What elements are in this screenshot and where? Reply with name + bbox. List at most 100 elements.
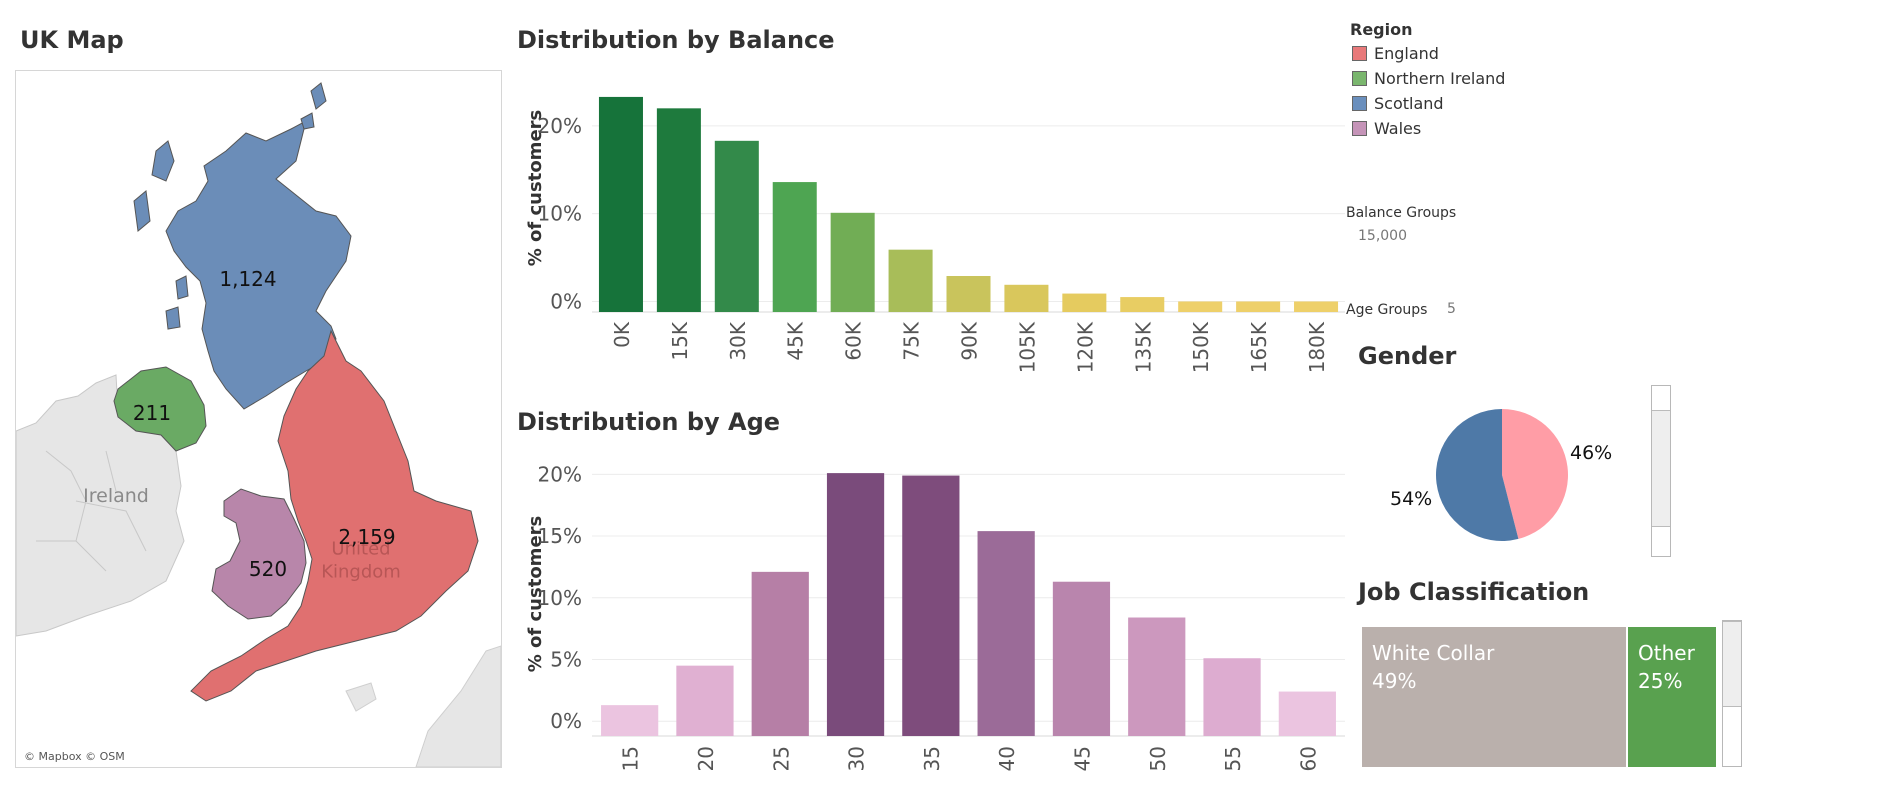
x-tick-label: 50 xyxy=(1146,746,1170,771)
legend-swatch xyxy=(1352,71,1367,86)
legend-item-england[interactable]: England xyxy=(1352,44,1439,63)
bar-15 xyxy=(601,705,659,736)
tile-white-collar[interactable]: White Collar 49% xyxy=(1362,627,1626,767)
x-tick-label: 40 xyxy=(995,746,1019,771)
pie-label-female: 46% xyxy=(1570,442,1613,464)
bar-120K xyxy=(1062,293,1107,312)
bar-180K xyxy=(1294,301,1339,312)
uk-map[interactable]: Ireland United Kingdom 1,124 211 2,159 5… xyxy=(15,70,502,768)
gender-scrollbar[interactable] xyxy=(1651,385,1671,557)
tile-white-collar-name: White Collar xyxy=(1372,641,1495,665)
pie-slice-1 xyxy=(1436,409,1519,541)
scotland-value: 1,124 xyxy=(219,267,277,291)
y-tick-label: 10% xyxy=(538,202,582,226)
x-tick-label: 15K xyxy=(668,321,692,360)
y-tick-label: 20% xyxy=(538,114,582,138)
map-small-land xyxy=(345,682,377,712)
legend-swatch xyxy=(1352,96,1367,111)
bar-50 xyxy=(1128,617,1186,736)
x-tick-label: 30 xyxy=(845,746,869,771)
map-northern-ireland xyxy=(113,366,207,452)
map-attribution: © Mapbox © OSM xyxy=(24,750,125,763)
y-tick-label: 0% xyxy=(550,289,582,313)
balance-groups-input[interactable]: 15,000 xyxy=(1358,228,1407,244)
x-tick-label: 135K xyxy=(1131,321,1155,373)
northern-ireland-value: 211 xyxy=(132,401,172,425)
legend-item-scotland[interactable]: Scotland xyxy=(1352,94,1444,113)
bar-165K xyxy=(1236,301,1281,312)
gender-pie[interactable] xyxy=(1432,405,1572,545)
legend-label: Scotland xyxy=(1374,94,1444,113)
y-tick-label: 20% xyxy=(538,462,582,486)
job-title: Job Classification xyxy=(1358,578,1590,606)
job-scrollbar[interactable] xyxy=(1722,620,1742,767)
y-tick-label: 5% xyxy=(550,647,582,671)
ireland-label: Ireland xyxy=(83,485,149,507)
tile-other[interactable]: Other 25% xyxy=(1628,627,1716,767)
x-tick-label: 25 xyxy=(769,746,793,771)
map-scotland xyxy=(165,120,352,410)
x-tick-label: 60 xyxy=(1296,746,1320,771)
bar-105K xyxy=(1004,284,1049,312)
x-tick-label: 45K xyxy=(784,321,808,360)
england-value: 2,159 xyxy=(338,525,396,549)
x-tick-label: 15 xyxy=(619,746,643,771)
legend-item-northern-ireland[interactable]: Northern Ireland xyxy=(1352,69,1505,88)
x-tick-label: 60K xyxy=(842,321,866,360)
balance-groups-label: Balance Groups xyxy=(1346,205,1457,221)
map-wales xyxy=(211,488,307,620)
x-tick-label: 105K xyxy=(1015,321,1039,373)
x-tick-label: 165K xyxy=(1247,321,1271,373)
bar-0K xyxy=(598,96,643,312)
bar-45 xyxy=(1052,581,1111,736)
age-groups-label: Age Groups xyxy=(1346,302,1428,318)
gender-title: Gender xyxy=(1358,342,1457,370)
x-tick-label: 35 xyxy=(920,746,944,771)
bar-60K xyxy=(830,212,875,312)
bar-30K xyxy=(714,140,759,312)
bar-45K xyxy=(772,182,817,312)
balance-chart-title: Distribution by Balance xyxy=(517,26,835,54)
map-title: UK Map xyxy=(20,26,124,54)
uk-label: United Kingdom xyxy=(321,538,401,583)
bar-40 xyxy=(977,531,1035,736)
legend-item-wales[interactable]: Wales xyxy=(1352,119,1421,138)
x-tick-label: 0K xyxy=(610,321,634,348)
bar-90K xyxy=(946,276,991,312)
bar-60 xyxy=(1278,691,1336,736)
legend-label: Northern Ireland xyxy=(1374,69,1506,88)
balance-ylabel: % of customers xyxy=(525,110,546,267)
tile-other-name: Other xyxy=(1638,641,1695,665)
bar-135K xyxy=(1120,297,1165,312)
age-ylabel: % of customers xyxy=(525,516,546,673)
x-tick-label: 30K xyxy=(726,321,750,360)
x-tick-label: 45 xyxy=(1070,746,1094,771)
bar-55 xyxy=(1203,658,1261,736)
age-chart: % of customers 0% 5% 10% 15% 20% 15 20 25 30 35 40… xyxy=(525,462,1345,771)
job-scroll-thumb[interactable] xyxy=(1723,621,1741,707)
pie-slice-0 xyxy=(1502,409,1568,539)
bar-25 xyxy=(751,571,809,736)
legend-title: Region xyxy=(1350,20,1413,39)
y-tick-label: 15% xyxy=(538,524,582,548)
y-tick-label: 0% xyxy=(550,709,582,733)
y-tick-label: 10% xyxy=(538,586,582,610)
legend-label: England xyxy=(1374,44,1439,63)
x-tick-label: 180K xyxy=(1305,321,1329,373)
pie-label-male: 54% xyxy=(1390,488,1433,510)
wales-value: 520 xyxy=(248,557,288,581)
bar-30 xyxy=(826,473,885,736)
legend-label: Wales xyxy=(1374,119,1422,138)
x-tick-label: 90K xyxy=(958,321,982,360)
bar-20 xyxy=(676,665,734,736)
gender-scroll-thumb[interactable] xyxy=(1652,410,1670,527)
age-chart-title: Distribution by Age xyxy=(517,408,781,436)
x-tick-label: 75K xyxy=(900,321,924,360)
bar-150K xyxy=(1178,301,1223,312)
map-england xyxy=(190,329,479,702)
balance-chart: % of customers 0% 10% 20% 0K 15K 30K 45K 60K 75K… xyxy=(525,96,1345,373)
bar-75K xyxy=(888,249,933,312)
map-europe xyxy=(415,645,501,767)
bar-35 xyxy=(902,475,960,736)
age-groups-input[interactable]: 5 xyxy=(1447,301,1456,317)
